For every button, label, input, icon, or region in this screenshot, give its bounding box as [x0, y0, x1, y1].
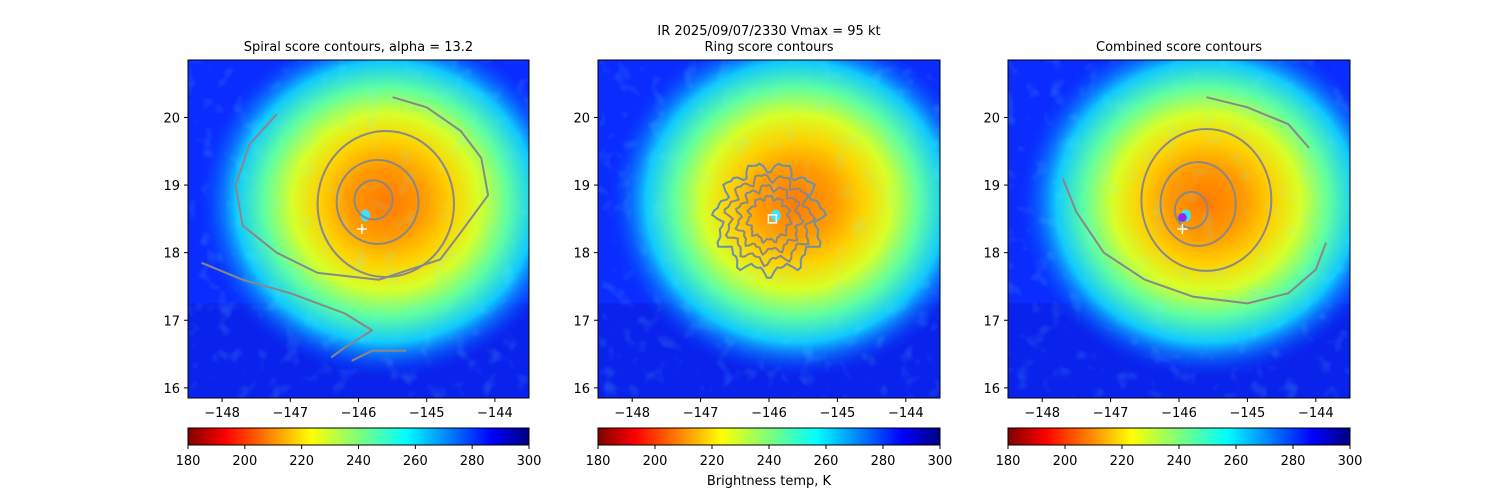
x-tick-label: −146 [341, 406, 377, 421]
y-tick-label: 19 [573, 179, 590, 194]
x-tick-label: −148 [1024, 406, 1060, 421]
colorbar-tick-label: 240 [1167, 454, 1192, 469]
panel-title: Combined score contours [1096, 40, 1262, 55]
brightness-field [188, 60, 529, 398]
colorbar-tick-label: 220 [700, 454, 725, 469]
contour-line [723, 173, 817, 268]
panel-title: Ring score contours [704, 40, 833, 55]
x-tick-label: −147 [272, 406, 308, 421]
x-tick-label: −146 [751, 406, 787, 421]
y-tick-label: 18 [983, 247, 1000, 262]
colorbar-gradient [597, 427, 941, 446]
y-tick-label: 17 [163, 314, 180, 329]
y-tick-label: 17 [983, 314, 1000, 329]
y-tick-label: 16 [573, 382, 590, 397]
colorbar-tick-label: 240 [346, 454, 371, 469]
contour-line [351, 349, 407, 362]
x-tick-label: −148 [614, 406, 650, 421]
x-tick-label: −147 [683, 406, 719, 421]
colorbar: 180 200 220 240 260 280 300 [586, 427, 953, 469]
colorbar-gradient [1007, 427, 1351, 446]
x-tick-label: −144 [888, 406, 924, 421]
colorbar-tick-label: 200 [643, 454, 668, 469]
center-square-marker [767, 214, 778, 224]
colorbar-tick-label: 260 [1224, 454, 1249, 469]
x-tick-label: −148 [204, 406, 240, 421]
contour-line [234, 96, 490, 281]
figure-suptitle: IR 2025/09/07/2330 Vmax = 95 kt [657, 24, 880, 39]
colorbar-tick-label: 180 [586, 454, 611, 469]
colorbar-tick-label: 280 [871, 454, 896, 469]
y-tick-label: 20 [983, 111, 1000, 126]
colorbar-gradient [187, 427, 530, 446]
colorbar-tick-label: 240 [757, 454, 782, 469]
y-tick-label: 18 [163, 247, 180, 262]
colorbar-tick-label: 260 [814, 454, 839, 469]
contour-line [710, 162, 828, 279]
colorbar-label: Brightness temp, K [707, 474, 832, 489]
colorbar-tick-label: 200 [1053, 454, 1078, 469]
x-tick-label: −146 [1161, 406, 1197, 421]
y-tick-label: 19 [163, 179, 180, 194]
panel-1: Spiral score contours, alpha = 13.2 −148 −… [163, 40, 542, 469]
brightness-field [1008, 60, 1350, 398]
x-tick-label: −144 [477, 406, 513, 421]
colorbar-tick-label: 280 [460, 454, 485, 469]
y-tick-label: 20 [573, 111, 590, 126]
contour-line [734, 184, 805, 256]
colorbar-tick-label: 180 [996, 454, 1021, 469]
contour-line [1173, 190, 1209, 230]
y-tick-label: 16 [163, 382, 180, 397]
x-tick-label: −145 [1230, 406, 1266, 421]
colorbar-tick-label: 220 [289, 454, 314, 469]
colorbar-tick-label: 280 [1281, 454, 1306, 469]
contour-line [745, 194, 793, 244]
panel-title: Spiral score contours, alpha = 13.2 [244, 40, 473, 55]
x-tick-label: −145 [820, 406, 856, 421]
colorbar-tick-label: 260 [403, 454, 428, 469]
colorbar-tick-label: 300 [517, 454, 542, 469]
panel-3: Combined score contours −148 −147 −146 −145 −… [983, 40, 1363, 469]
x-tick-label: −144 [1298, 406, 1334, 421]
center-plus-marker [1177, 224, 1188, 234]
brightness-field [598, 60, 940, 398]
y-tick-label: 17 [573, 314, 590, 329]
x-tick-label: −147 [1093, 406, 1129, 421]
x-tick-label: −145 [409, 406, 445, 421]
y-tick-label: 20 [163, 111, 180, 126]
colorbar-tick-label: 180 [176, 454, 201, 469]
center-circle-marker [1177, 213, 1187, 223]
colorbar-tick-label: 200 [232, 454, 257, 469]
y-tick-label: 18 [573, 247, 590, 262]
contour-line [353, 179, 394, 221]
contour-line [335, 159, 420, 245]
colorbar-tick-label: 300 [1338, 454, 1363, 469]
center-plus-marker [356, 224, 367, 234]
contour-line [1206, 96, 1310, 149]
contour-line [1061, 177, 1328, 305]
y-tick-label: 16 [983, 382, 1000, 397]
colorbar: 180 200 220 240 260 280 300 [996, 427, 1363, 469]
panel-2: Ring score contours −148 −147 −146 −145 −144 1… [573, 40, 953, 469]
colorbar-tick-label: 220 [1110, 454, 1135, 469]
colorbar-tick-label: 300 [928, 454, 953, 469]
y-tick-label: 19 [983, 179, 1000, 194]
colorbar: 180 200 220 240 260 280 300 [176, 427, 542, 469]
contour-line [201, 261, 374, 359]
contour-line [1159, 161, 1237, 247]
contour-line [1140, 127, 1273, 272]
